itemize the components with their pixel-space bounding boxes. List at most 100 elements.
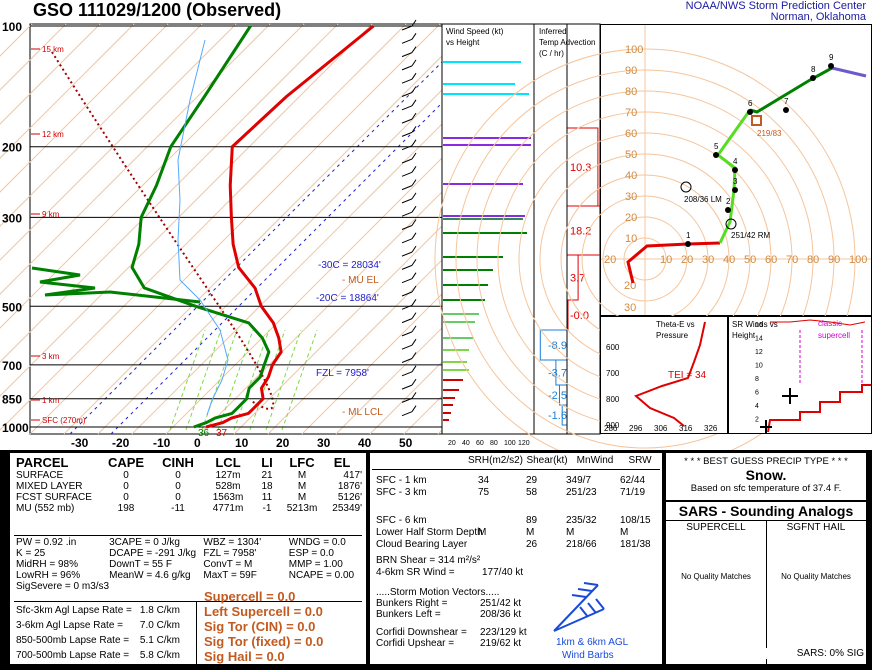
kin-cell: M [526, 527, 535, 538]
adiabat-line [0, 23, 237, 261]
org-line-2: Norman, Oklahoma [770, 11, 866, 23]
kin-cell: 62/44 [620, 475, 646, 486]
mixing-ratio-line [217, 329, 254, 431]
parcel-cell: M [297, 470, 307, 481]
wind-speed-tick: 80 [490, 440, 498, 447]
hodo-point [747, 109, 753, 115]
kinematics-box: SRH(m2/s2) Shear(kt) MnWind SRW SFC - 1 … [370, 453, 662, 664]
hodo-x-tick: 50 [744, 254, 756, 266]
adiabat-line [0, 23, 271, 295]
srw-classic-1: classic [818, 319, 842, 328]
thetae-title-2: Pressure [656, 331, 689, 340]
wind-barb [401, 198, 413, 204]
wind-speed-subtitle: vs Height [446, 38, 480, 47]
adv-value-label: -2.5 [548, 390, 567, 402]
kin-cell: 26 [526, 539, 538, 550]
adv-value-label: -3.7 [548, 368, 567, 380]
pressure-tick-label: 500 [2, 300, 22, 314]
parcel-cell: 1876' [337, 481, 362, 492]
hodo-y-tick: 10 [625, 233, 637, 245]
hodo-label-rm: 251/42 RM [731, 231, 770, 240]
indices-cell: WNDG = 0.0 [288, 537, 346, 548]
adiabat-line [0, 23, 135, 159]
hodo-trace-red [626, 241, 721, 284]
param-item: Sig Hail = 0.0 [204, 649, 285, 664]
kin-cell: Cloud Bearing Layer [376, 539, 468, 550]
wind-barb [401, 371, 413, 377]
srw-y-tick: 8 [755, 376, 759, 383]
sars-footer: SARS: 0% SIG [766, 648, 864, 659]
parcel-cell: 528m [215, 481, 241, 492]
wind-speed-tick: 100 [504, 440, 516, 447]
kin-cell: 218/66 [566, 539, 597, 550]
parcel-row: FCST SURFACE 0 0 1563m 11 M 5126' [16, 492, 362, 503]
barbs-label-1: 1km & 6km AGL [556, 637, 629, 648]
indices-row: SigSevere = 0 m3/s3 [16, 581, 366, 592]
wind-barb [401, 131, 413, 137]
wind-barb [401, 264, 413, 270]
parcel-cell: FCST SURFACE [16, 492, 92, 503]
hodo-x-tick: 100 [849, 254, 867, 266]
pressure-tick-label: 100 [2, 20, 22, 34]
hodo-point [810, 75, 816, 81]
precip-title: * * * BEST GUESS PRECIP TYPE * * * [684, 456, 848, 467]
indices-table: PW = 0.92 .in 3CAPE = 0 J/kg WBZ = 1304' WN… [16, 537, 366, 592]
parcel-cell: 25349' [332, 503, 362, 514]
thetae-x-tick: 326 [704, 424, 718, 433]
hodo-point [732, 187, 738, 193]
indices-cell: ConvT = M [203, 559, 253, 570]
annotation-fzl: FZL = 7958' [316, 368, 369, 379]
parcel-h-0: PARCEL [16, 455, 69, 470]
hodo-point [725, 207, 731, 213]
parcel-row: MIXED LAYER 0 0 528m 18 M 1876' [16, 481, 362, 492]
parcel-cell: 0 [123, 470, 129, 481]
parcel-header-row: PARCEL CAPE CINH LCL LI LFC EL [16, 455, 362, 470]
parcel-row: SURFACE 0 0 127m 21 M 417' [16, 470, 362, 481]
parcel-table: PARCEL CAPE CINH LCL LI LFC EL SURFACE 0 0… [16, 455, 362, 514]
kin-cell: M [566, 527, 575, 538]
adv-value-label: -0.0 [570, 310, 589, 322]
height-label: 9 km [42, 210, 60, 219]
wind-barb [401, 251, 413, 257]
parcel-cell: -1 [262, 503, 272, 514]
parcel-cell: 0 [175, 470, 181, 481]
pressure-tick-label: 1000 [2, 421, 29, 435]
wind-barb-flag [411, 86, 417, 93]
wind-barb-flag [411, 378, 417, 386]
parcel-cell: 0 [123, 481, 129, 492]
wind-barb [401, 411, 413, 417]
wind-barb-flag [411, 285, 417, 293]
wind-barb-flag [411, 152, 417, 160]
parcel-cell: SURFACE [16, 470, 64, 481]
hodo-point [828, 63, 834, 69]
sars-box: SARS - Sounding Analogs SUPERCELL SGFNT … [666, 502, 866, 664]
param-item: Sig Tor (fixed) = 0.0 [204, 634, 324, 649]
srw-y-tick: 14 [755, 336, 763, 343]
hodo-trace-purple [831, 66, 867, 78]
hodo-x-tick: 90 [828, 254, 840, 266]
hodo-x-tick: 70 [786, 254, 798, 266]
annotation-minus30: -30C = 28034' [318, 260, 381, 271]
indices-cell: PW = 0.92 .in [16, 537, 77, 548]
adv-value-label: 3.7 [570, 273, 585, 285]
sars-col-hail: SGFNT HAIL [786, 522, 846, 533]
hodo-x-tick-left: 20 [604, 254, 616, 266]
wind-speed-tick: 60 [476, 440, 484, 447]
wind-barb-flag [411, 19, 417, 27]
wind-speed-panel [441, 23, 535, 435]
wind-barb-flag [411, 205, 417, 213]
temp-tick-label: 10 [235, 436, 249, 450]
wind-barb [401, 185, 413, 191]
temp-tick-label: -10 [153, 436, 171, 450]
kin-cell: 75 [478, 487, 490, 498]
thetae-tei: TEI = 34 [668, 370, 707, 381]
pressure-tick-label: 850 [2, 393, 22, 407]
hodo-y-tick: 70 [625, 107, 637, 119]
hodo-y-tick: 50 [625, 149, 637, 161]
kin-h-0: SRH(m2/s2) [468, 455, 524, 466]
kin-cell: 29 [526, 475, 538, 486]
wind-barb-flag [411, 272, 417, 279]
mixing-ratio-line [281, 329, 318, 431]
thetae-x-tick: 286 [604, 424, 618, 433]
adiabat-line [63, 23, 475, 435]
